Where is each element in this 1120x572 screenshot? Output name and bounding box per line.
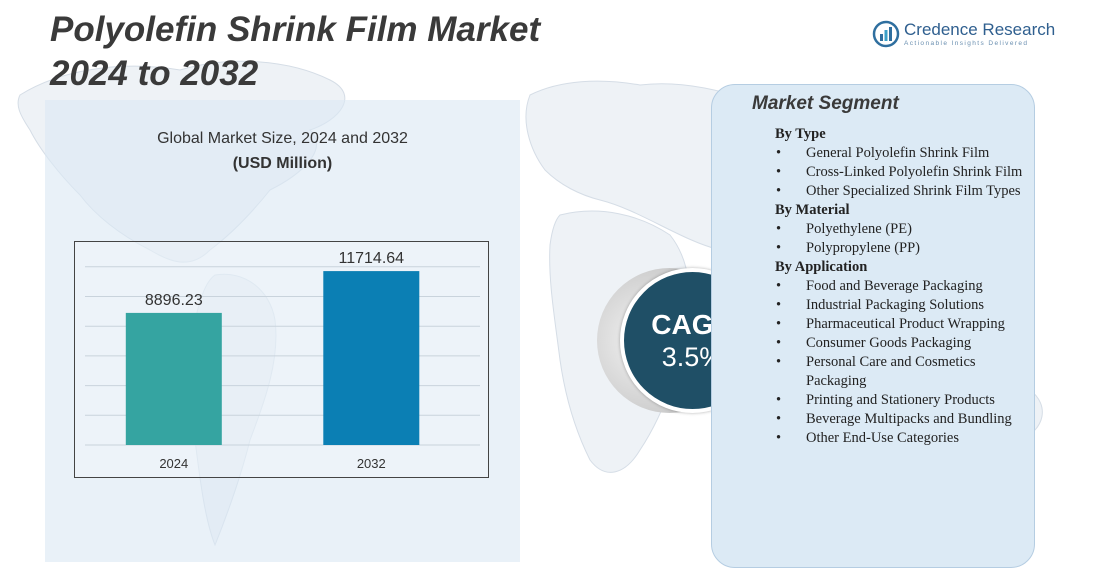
x-tick-label: 2032 bbox=[357, 456, 386, 471]
logo-tagline: Actionable Insights Delivered bbox=[904, 40, 1029, 47]
market-segment-panel: Market Segment By Type • General Polyolefi… bbox=[711, 84, 1035, 568]
bar-value-label: 8896.23 bbox=[145, 292, 203, 309]
bullet-icon: • bbox=[776, 164, 782, 180]
segment-list-item: • Polyethylene (PE) bbox=[775, 220, 1025, 239]
segment-group-heading: By Type bbox=[775, 126, 826, 142]
segment-panel-title: Market Segment bbox=[752, 93, 899, 114]
segment-group-heading: By Application bbox=[775, 259, 868, 275]
bullet-icon: • bbox=[776, 392, 782, 408]
page-title: Polyolefin Shrink Film Market 2024 to 20… bbox=[50, 8, 540, 96]
segment-list-item: • Personal Care and Cosmetics Packaging bbox=[775, 353, 1025, 391]
segment-item-label: Industrial Packaging Solutions bbox=[806, 297, 985, 313]
market-size-chart-panel: Global Market Size, 2024 and 2032 (USD M… bbox=[45, 100, 520, 562]
segment-list-item: • Other Specialized Shrink Film Types bbox=[775, 182, 1025, 201]
bar-2024 bbox=[125, 312, 222, 445]
x-tick-label: 2024 bbox=[159, 456, 188, 471]
segment-list-item: • Consumer Goods Packaging bbox=[775, 334, 1025, 353]
segment-list-item: • Industrial Packaging Solutions bbox=[775, 296, 1025, 315]
segment-list-item: • Polypropylene (PP) bbox=[775, 239, 1025, 258]
segment-item-label: Other Specialized Shrink Film Types bbox=[806, 183, 1021, 199]
segment-list: By Type • General Polyolefin Shrink Film • C… bbox=[775, 125, 1025, 448]
bar-chart-frame: 8896.23 2024 11714.64 2032 bbox=[74, 241, 489, 478]
bar-value-label: 11714.64 bbox=[339, 250, 405, 267]
segment-item-label: Beverage Multipacks and Bundling bbox=[806, 411, 1012, 427]
segment-list-item: • Pharmaceutical Product Wrapping bbox=[775, 315, 1025, 334]
segment-list-item: • Other End-Use Categories bbox=[775, 429, 1025, 448]
bar-chart-circle-icon bbox=[872, 20, 900, 48]
segment-item-label: Personal Care and Cosmetics Packaging bbox=[806, 354, 976, 389]
segment-item-label: Consumer Goods Packaging bbox=[806, 335, 972, 351]
credence-research-logo[interactable]: Credence Research Actionable Insights De… bbox=[872, 20, 1055, 48]
bar-chart: 8896.23 2024 11714.64 2032 bbox=[85, 250, 480, 471]
segment-item-label: Other End-Use Categories bbox=[806, 430, 960, 446]
bullet-icon: • bbox=[776, 354, 782, 370]
segment-list-item: • General Polyolefin Shrink Film bbox=[775, 144, 1025, 163]
title-line-2: 2024 to 2032 bbox=[50, 54, 259, 93]
bullet-icon: • bbox=[776, 183, 782, 199]
segment-item-label: Printing and Stationery Products bbox=[806, 392, 995, 408]
segment-item-label: Pharmaceutical Product Wrapping bbox=[806, 316, 1005, 332]
segment-list-item: • Printing and Stationery Products bbox=[775, 391, 1025, 410]
segment-item-label: General Polyolefin Shrink Film bbox=[806, 145, 990, 161]
segment-item-label: Cross-Linked Polyolefin Shrink Film bbox=[806, 164, 1023, 180]
segment-list-item: • Cross-Linked Polyolefin Shrink Film bbox=[775, 163, 1025, 182]
title-line-1: Polyolefin Shrink Film Market bbox=[50, 10, 541, 49]
bullet-icon: • bbox=[776, 411, 782, 427]
bullet-icon: • bbox=[776, 316, 782, 332]
logo-name: Credence Research bbox=[904, 20, 1056, 39]
chart-title: Global Market Size, 2024 and 2032 bbox=[157, 130, 408, 147]
segment-list-item: • Beverage Multipacks and Bundling bbox=[775, 410, 1025, 429]
bullet-icon: • bbox=[776, 278, 782, 294]
bullet-icon: • bbox=[776, 240, 782, 256]
bullet-icon: • bbox=[776, 221, 782, 237]
segment-item-label: Polypropylene (PP) bbox=[806, 240, 920, 256]
segment-group-heading: By Material bbox=[775, 202, 850, 218]
bullet-icon: • bbox=[776, 145, 782, 161]
bullet-icon: • bbox=[776, 335, 782, 351]
chart-unit-label: (USD Million) bbox=[232, 155, 333, 172]
bullet-icon: • bbox=[776, 430, 782, 446]
segment-list-item: • Food and Beverage Packaging bbox=[775, 277, 1025, 296]
bullet-icon: • bbox=[776, 297, 782, 313]
segment-item-label: Food and Beverage Packaging bbox=[806, 278, 983, 294]
bar-2032 bbox=[323, 271, 420, 445]
segment-item-label: Polyethylene (PE) bbox=[806, 221, 912, 237]
